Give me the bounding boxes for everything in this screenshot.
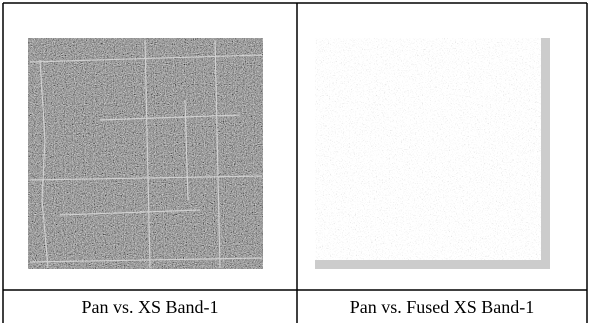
right-image (315, 38, 550, 269)
figure-table: Pan vs. XS Band-1 Pan vs. Fused XS Band-… (0, 0, 590, 323)
caption: Pan vs. XS Band-1 (81, 297, 218, 317)
caption: Pan vs. Fused XS Band-1 (350, 297, 535, 317)
left-image (28, 38, 263, 269)
page: Pan vs. XS Band-1 Pan vs. Fused XS Band-… (0, 0, 590, 323)
